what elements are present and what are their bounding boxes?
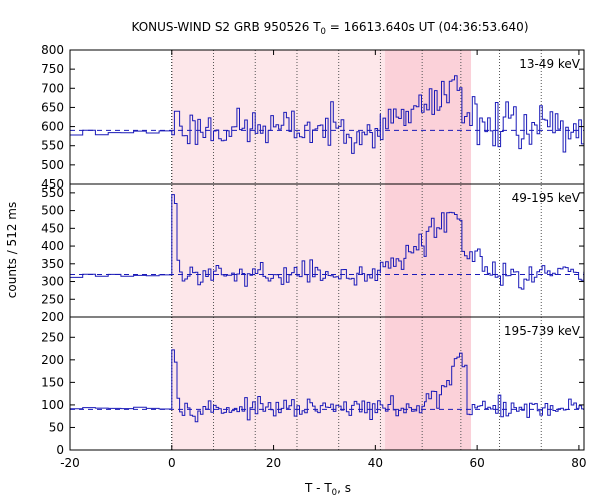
x-axis: -20 0 20 40 60 80 — [60, 50, 587, 470]
y-tick-label: 200 — [41, 353, 64, 367]
y-tick-label: 500 — [41, 204, 64, 218]
y-tick-label: 300 — [41, 275, 64, 289]
y-tick-label: 250 — [41, 330, 64, 344]
y-tick-label: 700 — [41, 81, 64, 95]
y-tick-label: 550 — [41, 139, 64, 153]
x-tick-label: 40 — [368, 456, 383, 470]
y-tick-label: 250 — [41, 292, 64, 306]
y-axis-label: counts / 512 ms — [5, 202, 19, 298]
y-tick-label: 450 — [41, 221, 64, 235]
x-tick-label: 80 — [571, 456, 586, 470]
x-tick-label: 60 — [469, 456, 484, 470]
y-tick-label: 150 — [41, 375, 64, 389]
y-tick-label: 450 — [41, 177, 64, 191]
y-tick-label: 550 — [41, 186, 64, 200]
y-tick-label: 400 — [41, 239, 64, 253]
y-tick-label: 600 — [41, 120, 64, 134]
y-tick-label: 100 — [41, 398, 64, 412]
y-tick-label: 350 — [41, 257, 64, 271]
panel-frame — [69, 316, 585, 451]
x-tick-label: 20 — [266, 456, 281, 470]
y-tick-label: 750 — [41, 62, 64, 76]
panel-energy-label: 195-739 keV — [504, 324, 581, 338]
shading-layer — [171, 50, 472, 450]
panel-energy-label: 13-49 keV — [519, 57, 581, 71]
x-tick-label: 0 — [168, 456, 176, 470]
light-curve-series — [70, 349, 584, 423]
y-tick-label: 50 — [49, 420, 64, 434]
panel-energy-label: 49-195 keV — [512, 191, 581, 205]
panel-2: 0 50 100 150 200 250 195-739 keV — [41, 316, 585, 457]
x-tick-label: -20 — [60, 456, 80, 470]
y-tick-label: 650 — [41, 100, 64, 114]
light-curve-series — [70, 75, 585, 154]
x-axis-label: T - T0, s — [304, 481, 351, 498]
y-tick-label: 200 — [41, 310, 64, 324]
y-tick-label: 800 — [41, 43, 64, 57]
shaded-interval-1 — [385, 50, 472, 450]
y-tick-label: 500 — [41, 158, 64, 172]
light-curve-series — [70, 194, 585, 290]
panel-0: 450 500 550 600 650 700 750 800 13-49 keV — [41, 43, 585, 191]
chart-title: KONUS-WIND S2 GRB 950526 T0 = 16613.640s… — [132, 20, 529, 37]
y-tick-label: 0 — [56, 443, 64, 457]
